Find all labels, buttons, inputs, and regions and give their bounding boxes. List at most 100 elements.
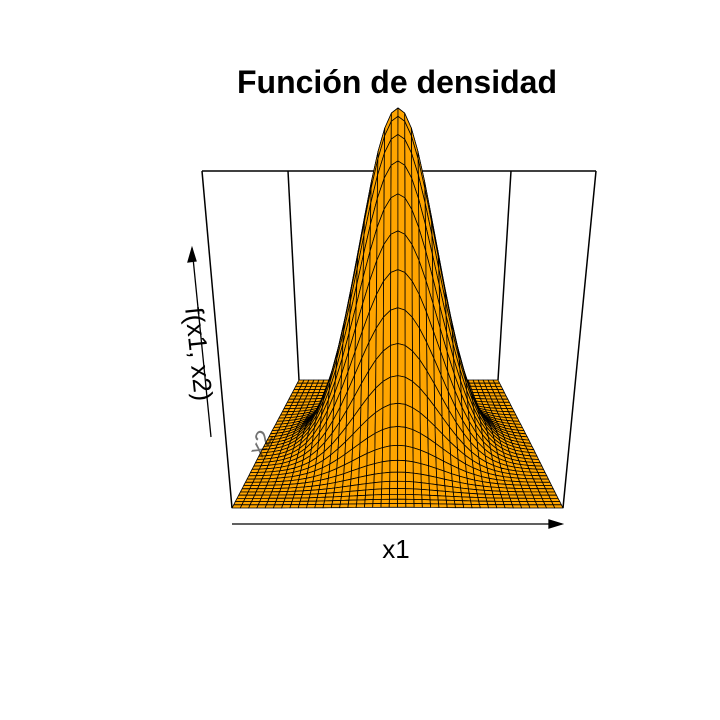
surface-facet [405, 498, 415, 504]
surface-facet [355, 503, 366, 508]
surface-facet [446, 503, 456, 509]
surface-facet [404, 344, 413, 382]
surface-facet [373, 488, 383, 496]
surface-facet [299, 497, 310, 502]
surface-facet [390, 307, 399, 346]
surface-facet [356, 494, 366, 501]
surface-facet [397, 498, 407, 504]
surface-facet [397, 269, 406, 311]
surface-facet [298, 500, 309, 506]
surface-facet [356, 489, 367, 497]
surface-facet [494, 500, 505, 506]
surface-facet [372, 494, 382, 500]
surface-facet [381, 480, 391, 490]
surface-facet [461, 500, 472, 505]
surface-facet [412, 429, 421, 451]
surface-facet [397, 444, 406, 462]
surface-facet [389, 444, 399, 462]
surface-facet [453, 496, 463, 502]
surface-facet [397, 133, 406, 166]
surface-facet [306, 500, 317, 506]
surface-facet [397, 402, 406, 428]
surface-facet [397, 193, 406, 235]
surface-facet [323, 500, 334, 505]
surface-facet [495, 504, 506, 509]
surface-facet [413, 498, 423, 505]
surface-facet [389, 480, 399, 490]
surface-facet [461, 496, 471, 502]
surface-facet [347, 503, 358, 509]
surface-facet [347, 499, 358, 505]
surface-facet [390, 133, 399, 166]
surface-facet [412, 461, 422, 475]
surface-facet [381, 445, 391, 463]
surface-facet [364, 494, 374, 501]
surface-facet [365, 473, 375, 485]
surface-facet [503, 504, 514, 509]
surface-facet [289, 504, 300, 509]
surface-facet [470, 500, 480, 505]
surface-facet [372, 498, 382, 505]
surface-facet [397, 375, 406, 405]
surface-facet [478, 504, 489, 509]
surface-facet [324, 492, 335, 498]
surface-facet [429, 499, 439, 505]
surface-facet [388, 493, 399, 500]
box-back-left-edge [287, 170, 300, 381]
surface-facet [382, 403, 391, 431]
surface-facet [511, 504, 522, 509]
surface-facet [382, 426, 391, 449]
surface-facet [281, 504, 292, 509]
surface-facet [413, 503, 423, 508]
surface-facet [315, 496, 326, 502]
surface-facet [397, 307, 406, 346]
surface-facet [404, 376, 414, 409]
surface-facet [509, 497, 520, 502]
surface-facet [421, 499, 431, 505]
surface-facet [389, 375, 399, 405]
surface-facet [366, 463, 376, 477]
surface-facet [493, 497, 504, 502]
surface-facet [380, 503, 390, 508]
x1-axis [232, 519, 565, 529]
surface-facet [282, 500, 293, 506]
surface-facet [502, 500, 513, 506]
surface-facet [332, 496, 342, 502]
x1-axis-label: x1 [382, 534, 409, 564]
surface-facet [454, 503, 465, 509]
surface-facet [374, 429, 384, 451]
surface-facet [340, 490, 351, 497]
surface-facet [291, 497, 302, 502]
surface-facet [412, 472, 422, 484]
surface-facet [389, 459, 399, 473]
surface-facet [397, 493, 407, 500]
z-arrow-icon [187, 245, 197, 263]
surface-facet [314, 503, 325, 509]
surface-facet [397, 426, 406, 447]
surface-facet [356, 499, 366, 505]
surface-facet [307, 497, 318, 502]
surface-facet [390, 193, 399, 235]
surface-facet [397, 471, 406, 482]
surface-facet [388, 498, 398, 504]
surface-facet [397, 488, 407, 495]
surface-facet [365, 482, 375, 491]
surface-facet [390, 160, 399, 199]
surface-facet [405, 480, 414, 490]
surface-facet [413, 488, 423, 496]
surface-facet [397, 160, 406, 199]
surface-facet [390, 230, 399, 273]
surface-facet [404, 309, 413, 352]
surface-facet [322, 503, 333, 509]
surface-facet [437, 499, 448, 505]
surface-facet [339, 503, 349, 509]
z-axis-line [191, 247, 212, 438]
surface-facet [330, 503, 341, 509]
surface-facet [331, 500, 342, 505]
surface-facet [436, 490, 447, 497]
surface-facet [390, 269, 399, 311]
surface-facet [324, 496, 334, 502]
surface-facet [348, 495, 358, 501]
surface-facet [397, 459, 406, 473]
surface-facet [297, 504, 308, 509]
